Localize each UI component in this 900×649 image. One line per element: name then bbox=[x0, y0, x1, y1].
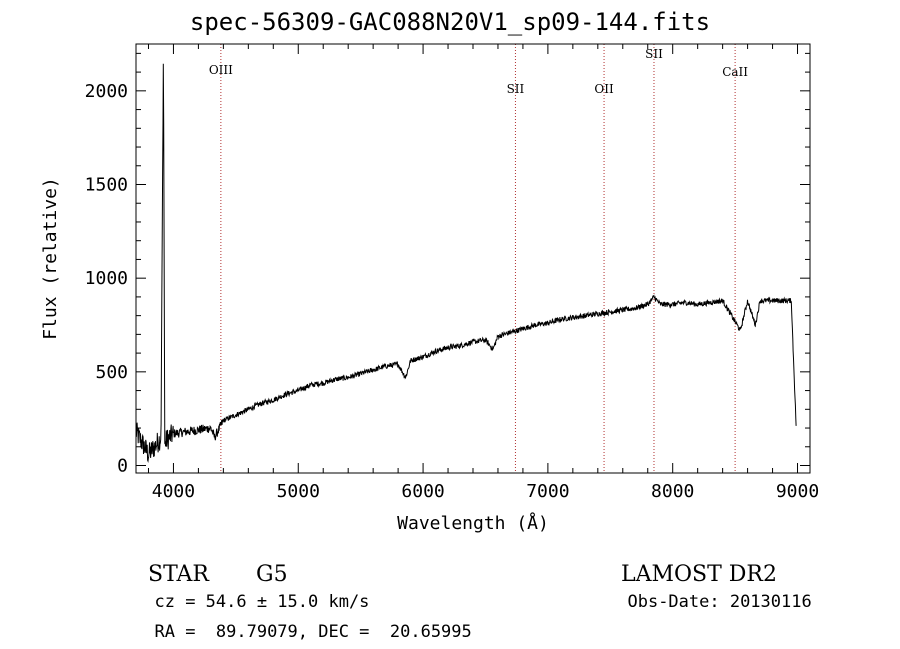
spectral-line-label: OII bbox=[594, 82, 614, 96]
chart-title: spec-56309-GAC088N20V1_sp09-144.fits bbox=[189, 8, 711, 36]
axis-tick-labels: 4000 5000 6000 7000 8000 9000 0 500 1000 1500 2000 bbox=[85, 81, 820, 502]
y-tick-label: 1000 bbox=[85, 268, 128, 289]
spectral-line-label: SII bbox=[645, 47, 663, 61]
coordinates: RA = 89.79079, DEC = 20.65995 bbox=[154, 622, 472, 642]
y-axis-label: Flux (relative) bbox=[40, 177, 61, 340]
x-tick-label: 6000 bbox=[401, 481, 444, 502]
axis-ticks bbox=[136, 44, 810, 473]
x-axis-label: Wavelength (Å) bbox=[397, 512, 549, 534]
survey-name: LAMOST DR2 bbox=[621, 562, 777, 587]
x-tick-label: 5000 bbox=[277, 481, 320, 502]
y-tick-label: 0 bbox=[117, 456, 128, 477]
spectral-line-label: CaII bbox=[722, 65, 748, 79]
spectrum-series-line bbox=[135, 63, 797, 463]
y-tick-label: 500 bbox=[95, 362, 128, 383]
spectral-line-label: OIII bbox=[209, 63, 233, 77]
x-tick-label: 9000 bbox=[776, 481, 819, 502]
plot-frame bbox=[135, 43, 811, 474]
x-tick-label: 8000 bbox=[651, 481, 694, 502]
object-class: STAR bbox=[148, 562, 209, 587]
x-tick-label: 7000 bbox=[526, 481, 569, 502]
redshift-cz: cz = 54.6 ± 15.0 km/s bbox=[154, 592, 370, 612]
x-tick-label: 4000 bbox=[152, 481, 195, 502]
spectral-line-markers: OIII SII OII SII CaII bbox=[209, 44, 748, 473]
y-tick-label: 2000 bbox=[85, 81, 128, 102]
y-tick-label: 1500 bbox=[85, 175, 128, 196]
object-subclass: G5 bbox=[256, 562, 288, 587]
observation-date: Obs-Date: 20130116 bbox=[627, 592, 812, 612]
spectral-line-label: SII bbox=[507, 82, 525, 96]
